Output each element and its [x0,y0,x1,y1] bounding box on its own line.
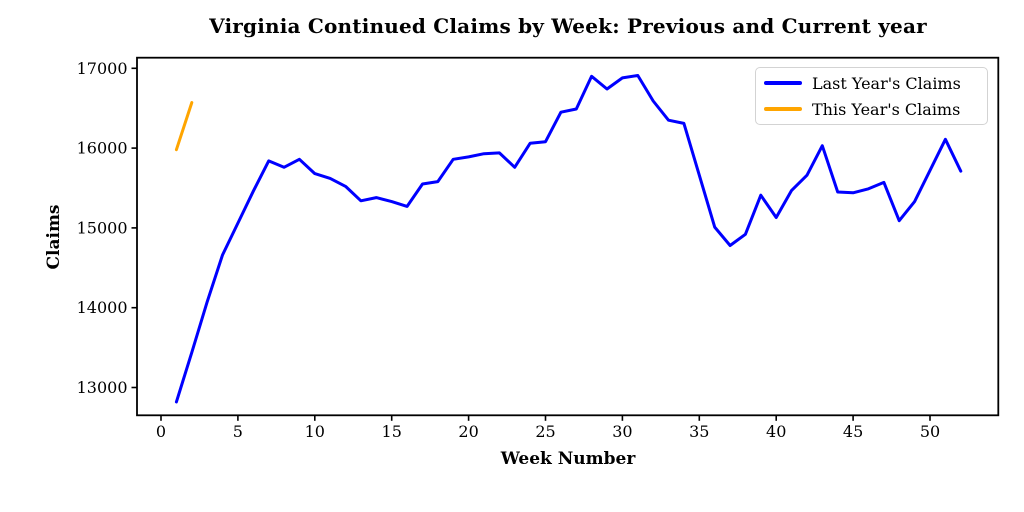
last-year-line [174,74,963,404]
y-tick-label: 16000 [77,139,128,158]
this-year-line [174,101,194,152]
this-year-line-swatch [764,107,802,111]
x-tick-label: 50 [920,422,940,441]
x-tick-label: 20 [458,422,478,441]
x-tick-label: 35 [689,422,709,441]
last-year-line-swatch [764,81,802,85]
x-tick-label: 30 [612,422,632,441]
x-tick-label: 15 [382,422,402,441]
x-axis-label: Week Number [500,449,636,469]
x-tick-label: 10 [305,422,325,441]
y-axis-label: Claims [44,204,64,270]
plot-border [136,56,1000,417]
legend-item-last-year: Last Year's Claims [764,70,979,96]
legend: Last Year's Claims This Year's Claims [755,67,988,125]
y-tick-label: 13000 [77,378,128,397]
legend-label-last-year: Last Year's Claims [812,73,961,93]
x-tick-label: 0 [156,422,166,441]
legend-item-this-year: This Year's Claims [764,96,979,122]
y-tick-label: 14000 [77,298,128,317]
legend-label-this-year: This Year's Claims [812,99,961,119]
x-tick-label: 5 [233,422,243,441]
x-tick-label: 25 [535,422,555,441]
chart-title: Virginia Continued Claims by Week: Previ… [209,14,927,38]
y-tick-label: 17000 [77,59,128,78]
y-tick-label: 15000 [77,218,128,237]
x-tick-label: 40 [766,422,786,441]
x-tick-label: 45 [843,422,863,441]
